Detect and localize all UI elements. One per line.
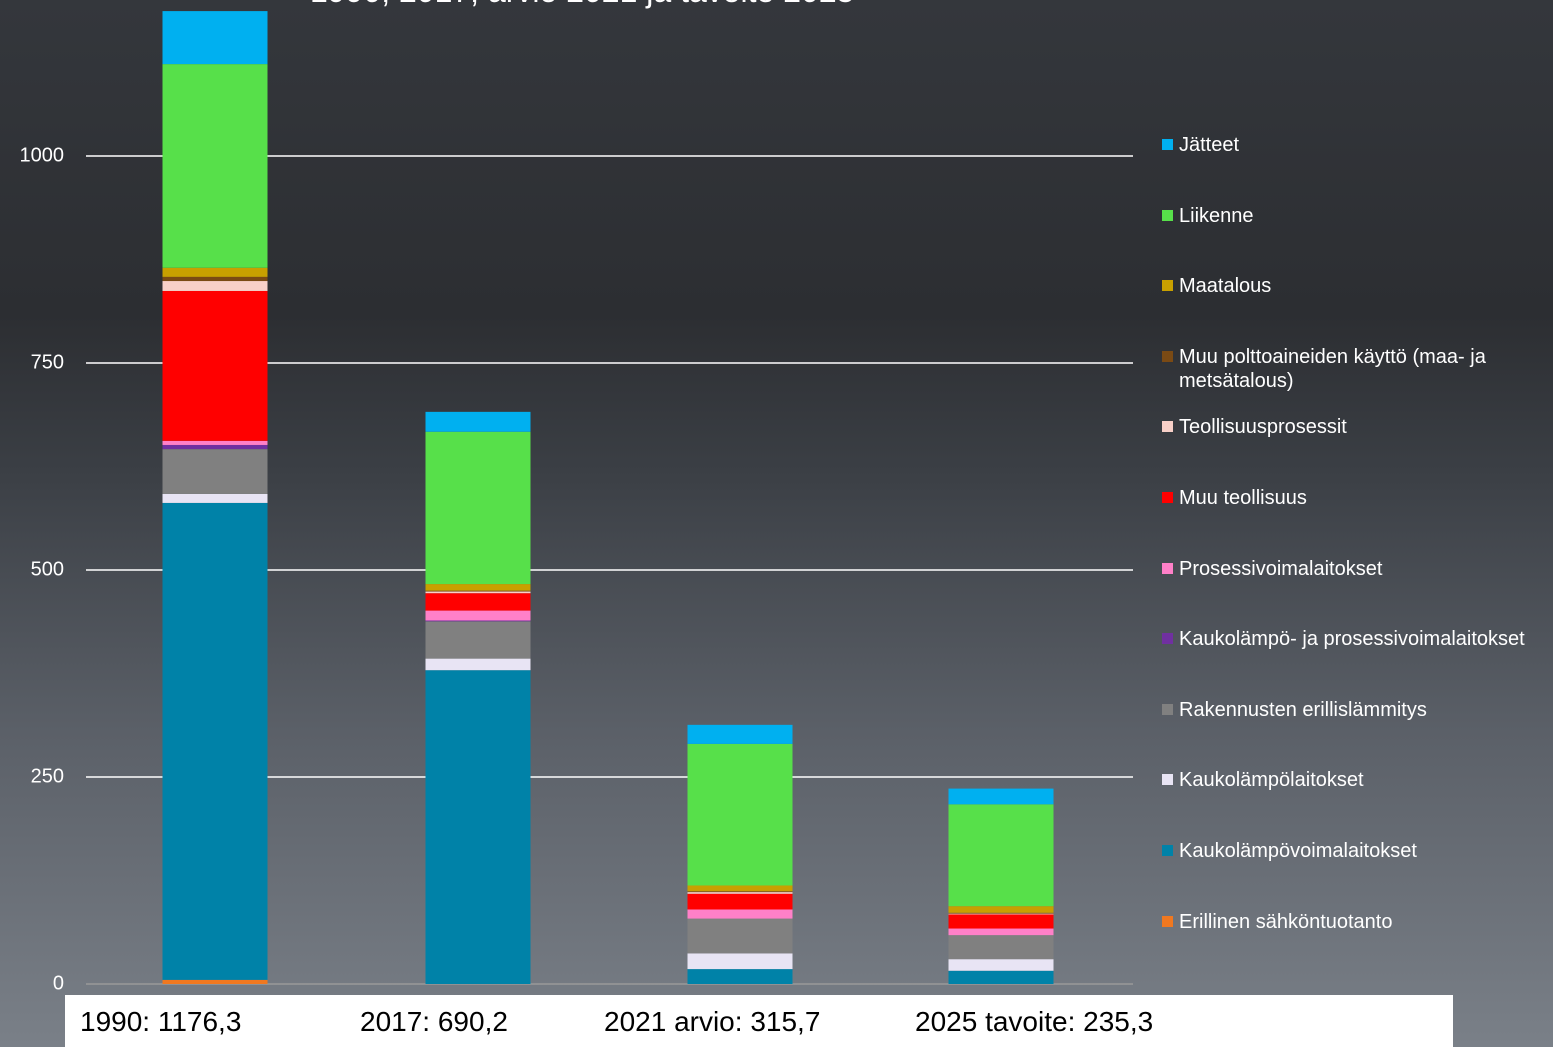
bar-segment [426, 611, 531, 621]
legend-label: Teollisuusprosessit [1179, 415, 1347, 439]
legend-label: Prosessivoimalaitokset [1179, 557, 1382, 581]
bar-segment [426, 591, 531, 592]
bar-segment [426, 659, 531, 671]
x-tick-label: 2025 tavoite: 235,3 [915, 1006, 1153, 1037]
legend-label: Maatalous [1179, 274, 1271, 298]
legend-label: Kaukolämpövoimalaitokset [1179, 839, 1417, 863]
legend-item: Maatalous [1162, 274, 1547, 298]
bar-segment [688, 909, 793, 918]
bar-segment [163, 494, 268, 503]
legend-label: Erillinen sähköntuotanto [1179, 910, 1392, 934]
legend-swatch [1162, 421, 1173, 432]
bar-segment [426, 432, 531, 584]
legend-item: Erillinen sähköntuotanto [1162, 910, 1547, 934]
bar-segment [949, 959, 1054, 971]
y-tick-label: 1000 [20, 144, 65, 166]
legend-label: Liikenne [1179, 204, 1254, 228]
legend-item: Kaukolämpövoimalaitokset [1162, 839, 1547, 863]
bar-segment [688, 725, 793, 744]
legend-item: Jätteet [1162, 133, 1547, 157]
bar-segment [688, 969, 793, 984]
bar-segment [949, 971, 1054, 984]
bar-segment [163, 449, 268, 494]
legend-swatch [1162, 492, 1173, 503]
bar-segment [163, 445, 268, 449]
legend-swatch [1162, 210, 1173, 221]
legend-label: Jätteet [1179, 133, 1239, 157]
legend-item: Teollisuusprosessit [1162, 415, 1547, 439]
legend-swatch [1162, 139, 1173, 150]
bar-segment [688, 892, 793, 894]
legend-item: Liikenne [1162, 204, 1547, 228]
chart: 1990, 2017, arvio 2021 ja tavoite 2025 0… [0, 0, 1553, 1047]
bar-segment [688, 894, 793, 910]
bar-segment [949, 929, 1054, 936]
y-tick-label: 750 [31, 351, 64, 373]
legend-swatch [1162, 916, 1173, 927]
legend-label: Kaukolämpölaitokset [1179, 768, 1364, 792]
y-tick-label: 250 [31, 765, 64, 787]
legend-label: Muu polttoaineiden käyttö (maa- ja metsä… [1179, 345, 1547, 393]
bar-segment [949, 935, 1054, 959]
legend-swatch [1162, 704, 1173, 715]
legend-swatch [1162, 633, 1173, 644]
bar-segment [426, 593, 531, 610]
legend-label: Rakennusten erillislämmitys [1179, 698, 1427, 722]
legend-swatch [1162, 845, 1173, 856]
x-tick-label: 2021 arvio: 315,7 [604, 1006, 820, 1037]
bar-segment [163, 64, 268, 268]
bar-segment [426, 621, 531, 622]
bar-segment [163, 503, 268, 980]
legend-label: Muu teollisuus [1179, 486, 1307, 510]
bar-segment [163, 291, 268, 441]
chart-title: 1990, 2017, arvio 2021 ja tavoite 2025 [310, 0, 854, 9]
bar-segment [949, 906, 1054, 913]
legend-swatch [1162, 280, 1173, 291]
bar-segment [949, 789, 1054, 805]
bar-segment [426, 621, 531, 658]
bar-segment [688, 919, 793, 954]
bar-segment [426, 584, 531, 591]
bar-segment [426, 670, 531, 984]
bar-segment [426, 592, 531, 594]
legend-item: Rakennusten erillislämmitys [1162, 698, 1547, 722]
legend-swatch [1162, 563, 1173, 574]
bar-segment [163, 268, 268, 277]
bar-segment [163, 980, 268, 984]
legend-item: Kaukolämpö- ja prosessivoimalaitokset [1162, 627, 1547, 651]
legend-item: Muu teollisuus [1162, 486, 1547, 510]
bar-segment [688, 744, 793, 886]
bar-segment [688, 953, 793, 969]
bar-segment [163, 281, 268, 291]
legend-label: Kaukolämpö- ja prosessivoimalaitokset [1179, 627, 1525, 651]
legend-swatch [1162, 351, 1173, 362]
bar-segment [163, 441, 268, 445]
bar-segment [949, 914, 1054, 928]
bar-segment [426, 412, 531, 432]
legend-item: Muu polttoaineiden käyttö (maa- ja metsä… [1162, 345, 1547, 393]
x-tick-label: 2017: 690,2 [360, 1006, 508, 1037]
page: 1990, 2017, arvio 2021 ja tavoite 2025 0… [0, 0, 1553, 1047]
legend-item: Prosessivoimalaitokset [1162, 557, 1547, 581]
y-tick-label: 500 [31, 558, 64, 580]
bar-segment [688, 891, 793, 892]
bar-segment [949, 804, 1054, 906]
bar-segment [163, 11, 268, 64]
y-tick-label: 0 [53, 972, 64, 994]
legend-swatch [1162, 774, 1173, 785]
legend-item: Kaukolämpölaitokset [1162, 768, 1547, 792]
bar-segment [688, 885, 793, 891]
x-tick-label: 1990: 1176,3 [80, 1006, 241, 1037]
bar-segment [949, 914, 1054, 915]
bar-segment [949, 913, 1054, 914]
bar-segment [163, 277, 268, 281]
